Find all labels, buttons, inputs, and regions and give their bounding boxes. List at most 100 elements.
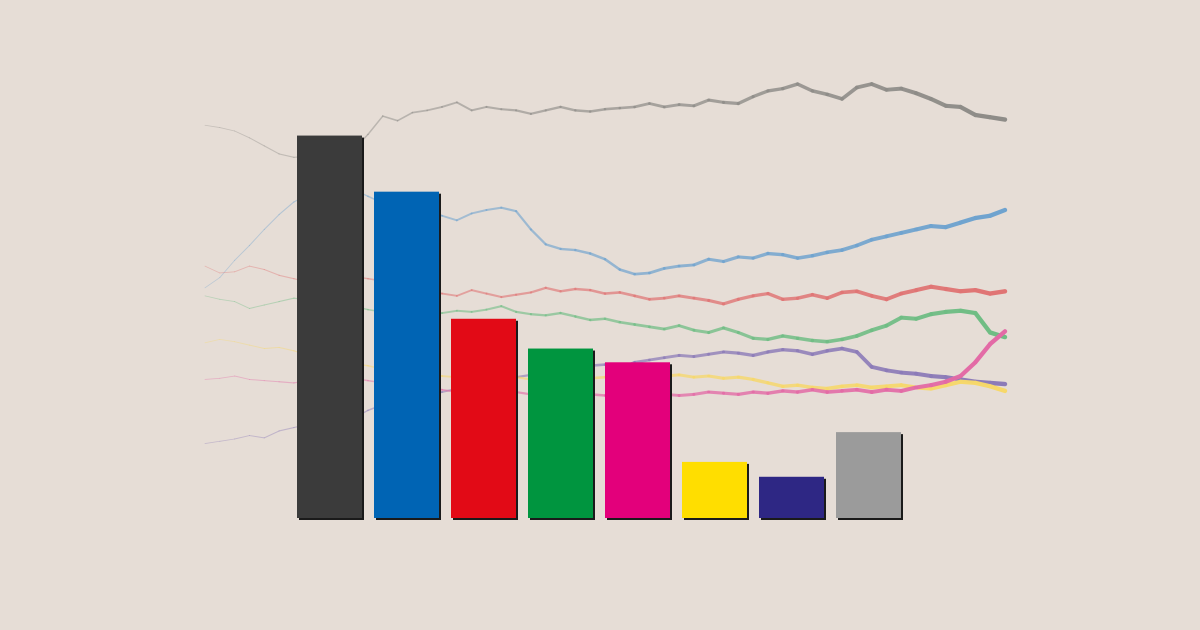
line-series-7-segment (248, 378, 265, 382)
line-series-3-segment (973, 287, 993, 296)
line-series-2-segment (514, 210, 533, 231)
line-series-6-segment (692, 374, 711, 379)
line-series-4-segment (928, 309, 948, 317)
line-series-1-segment (529, 109, 547, 115)
line-series-1-segment (574, 109, 592, 113)
line-series-4-segment (810, 338, 830, 344)
line-series-3-segment (574, 287, 592, 292)
line-series-4-segment (781, 334, 800, 340)
line-series-2-segment (618, 268, 636, 276)
bar-4 (528, 348, 593, 518)
line-series-4-segment (441, 309, 458, 314)
line-series-3-segment (692, 296, 711, 302)
line-series-5-segment (928, 373, 948, 380)
line-series-3-segment (928, 284, 948, 292)
line-series-4-segment (973, 310, 993, 335)
line-series-5-segment (854, 350, 874, 369)
line-series-2-segment (987, 207, 1008, 218)
line-series-7-segment (987, 329, 1008, 347)
line-series-5-segment (263, 430, 280, 439)
line-series-1-segment (559, 105, 577, 112)
line-series-5-segment (914, 371, 933, 379)
line-series-1-segment (958, 104, 978, 118)
line-series-2-segment (559, 247, 577, 252)
line-series-4-segment (618, 320, 636, 326)
line-series-5-segment (692, 352, 711, 359)
line-series-2-segment (958, 215, 978, 225)
line-series-1-segment (751, 89, 770, 99)
line-series-2-segment (574, 248, 592, 255)
line-series-1-segment (219, 127, 236, 132)
line-series-2-segment (500, 206, 518, 213)
line-series-2-segment (795, 254, 815, 260)
line-series-1-segment (707, 98, 726, 104)
line-series-4-segment (263, 301, 280, 306)
line-series-7-segment (899, 385, 919, 393)
line-series-7-segment (795, 388, 815, 394)
line-series-5-segment (987, 380, 1008, 387)
line-series-3-segment (514, 291, 533, 296)
line-series-1-segment (588, 107, 607, 113)
line-series-7-segment (736, 390, 755, 396)
line-series-2-segment (692, 257, 711, 267)
line-series-2-segment (707, 257, 726, 264)
line-series-2-segment (263, 214, 280, 230)
bar-6 (682, 461, 747, 518)
line-series-3-segment (854, 289, 874, 298)
line-series-6-segment (736, 375, 755, 382)
line-series-4-segment (204, 295, 221, 300)
line-series-6-segment (204, 338, 221, 344)
line-series-2-segment (854, 237, 874, 248)
line-series-3-segment (470, 289, 488, 295)
line-series-1-segment (367, 115, 384, 136)
line-series-2-segment (529, 228, 547, 246)
line-series-3-segment (840, 289, 859, 295)
line-series-3-segment (721, 297, 740, 306)
line-series-1-segment (618, 105, 636, 110)
line-series-5-segment (869, 364, 889, 373)
line-series-2-segment (677, 263, 696, 268)
line-series-3-segment (485, 292, 503, 299)
line-series-6-segment (677, 373, 696, 379)
line-series-3-segment (618, 291, 636, 298)
line-series-3-segment (500, 293, 518, 299)
line-series-4-segment (455, 309, 473, 313)
line-series-1-segment (204, 124, 221, 128)
line-series-1-segment (263, 145, 280, 155)
line-series-2-segment (603, 257, 622, 271)
line-series-5-segment (766, 347, 785, 354)
line-series-3-segment (441, 292, 458, 297)
line-series-6-segment (751, 377, 770, 385)
line-series-3-segment (766, 291, 785, 301)
line-series-5-segment (219, 438, 236, 442)
line-series-5-segment (707, 350, 726, 356)
line-series-3-segment (736, 294, 755, 301)
line-series-5-segment (278, 426, 295, 432)
line-series-1-segment (603, 106, 622, 111)
line-series-1-segment (721, 100, 740, 106)
line-series-3-segment (588, 288, 607, 295)
line-series-1-segment (928, 96, 948, 108)
line-series-2-segment (766, 251, 785, 257)
line-series-7-segment (234, 375, 250, 380)
line-series-2-segment (810, 250, 830, 258)
line-series-3-segment (544, 286, 562, 293)
line-series-4-segment (559, 311, 577, 318)
line-series-5-segment (662, 353, 681, 360)
line-series-6-segment (219, 338, 236, 343)
line-series-7-segment (692, 390, 711, 396)
line-series-1-segment (736, 95, 755, 106)
line-series-3-segment (751, 291, 770, 298)
line-series-3-segment (707, 298, 726, 306)
line-series-3-segment (677, 294, 696, 300)
line-series-6-segment (721, 375, 740, 380)
line-series-6-segment (869, 384, 889, 390)
line-series-4-segment (825, 337, 844, 344)
line-series-7-segment (751, 390, 770, 395)
line-series-3-segment (529, 286, 547, 294)
line-series-4-segment (603, 317, 622, 324)
line-series-1-segment (899, 86, 919, 96)
line-series-6-segment (707, 374, 726, 380)
line-series-4-segment (795, 336, 815, 343)
line-series-5-segment (810, 349, 830, 357)
